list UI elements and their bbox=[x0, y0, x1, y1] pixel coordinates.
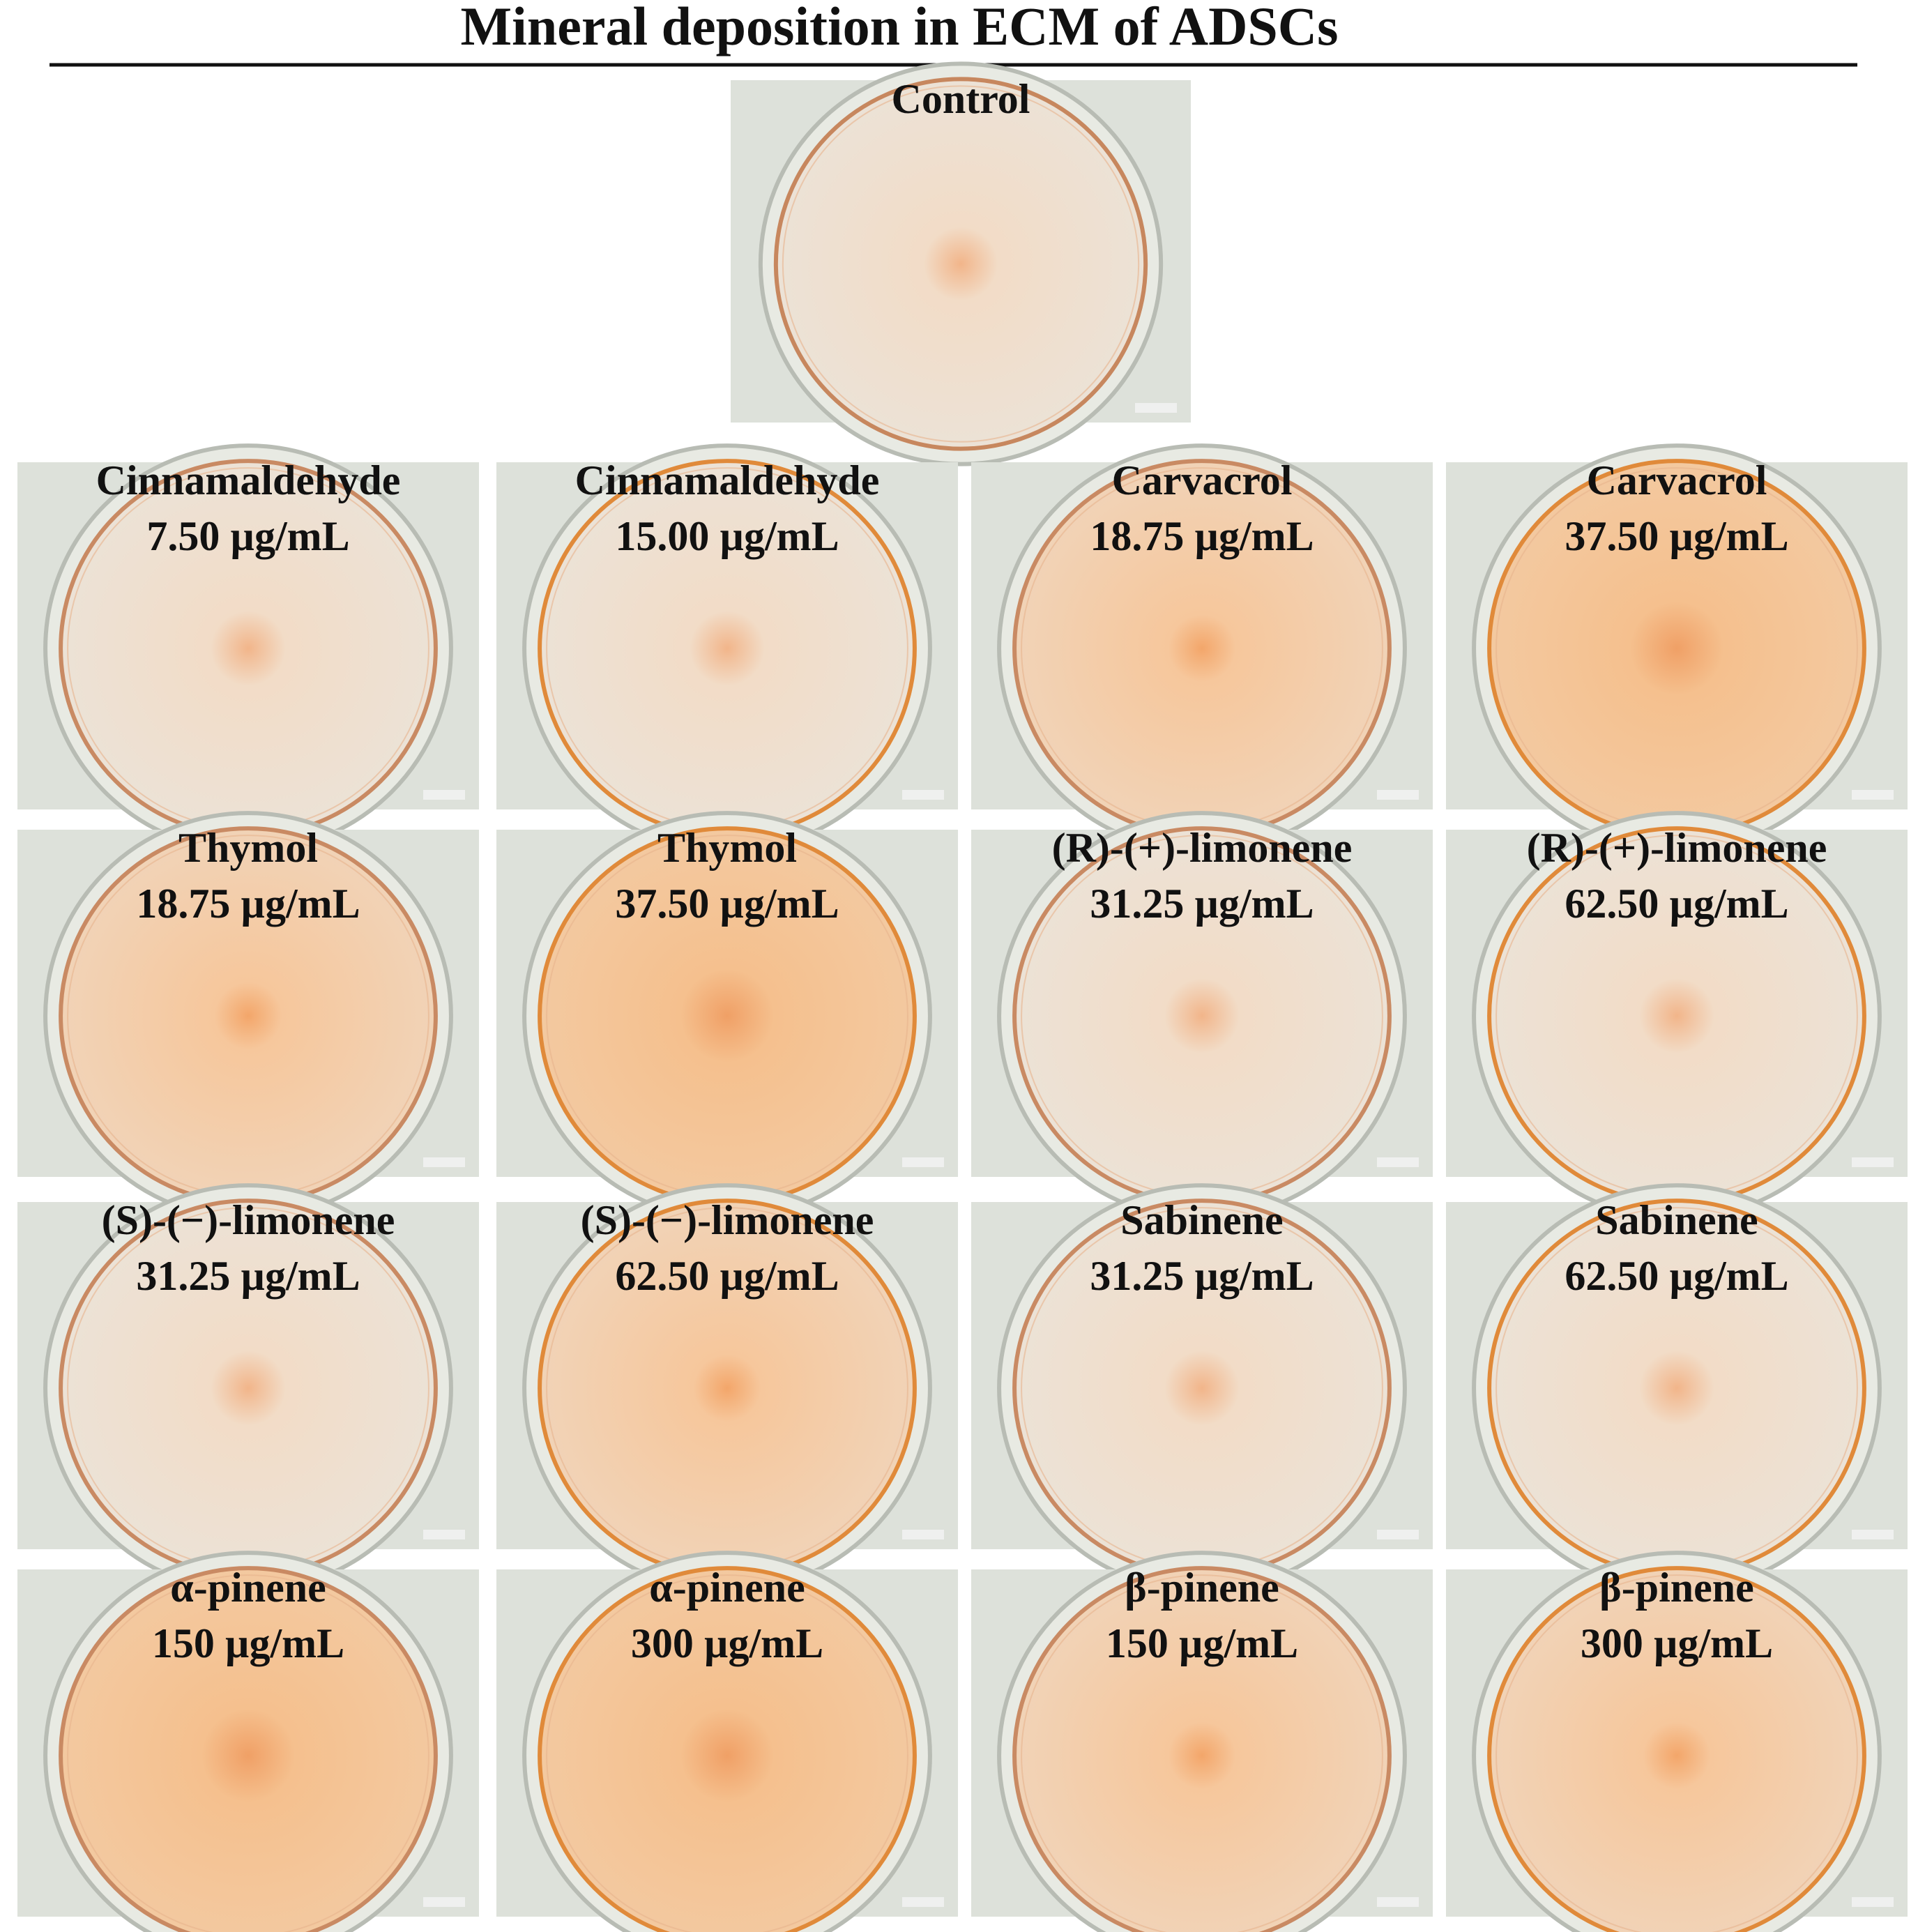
scale-bar bbox=[1852, 1530, 1894, 1539]
well-stain bbox=[773, 77, 1148, 451]
panel-label: Sabinene bbox=[1595, 1197, 1758, 1243]
panel-label: α-pinene bbox=[170, 1565, 326, 1611]
panel-label: Cinnamaldehyde bbox=[575, 457, 880, 503]
panel-label: Carvacrol bbox=[1587, 457, 1767, 503]
panel-label: (R)-(+)-limonene bbox=[1527, 825, 1827, 871]
panel-concentration: 31.25 µg/mL bbox=[1090, 1253, 1314, 1299]
panel-concentration: 31.25 µg/mL bbox=[136, 1253, 360, 1299]
well-stain bbox=[1487, 1566, 1866, 1932]
scale-bar bbox=[1135, 403, 1177, 413]
panel-concentration: 7.50 µg/mL bbox=[146, 513, 349, 559]
panel-concentration: 150 µg/mL bbox=[152, 1620, 344, 1666]
well-inner-rim bbox=[546, 1574, 908, 1932]
panel-label: β-pinene bbox=[1125, 1565, 1279, 1611]
panel-label: Thymol bbox=[657, 825, 797, 871]
panel-label: Cinnamaldehyde bbox=[96, 457, 401, 503]
panel-concentration: 300 µg/mL bbox=[1581, 1620, 1773, 1666]
panel-concentration: 37.50 µg/mL bbox=[615, 881, 839, 927]
scale-bar bbox=[902, 790, 944, 800]
panel-concentration: 15.00 µg/mL bbox=[615, 513, 839, 559]
scale-bar bbox=[423, 790, 465, 800]
scale-bar bbox=[1377, 1157, 1419, 1167]
well-stain bbox=[59, 1566, 438, 1932]
panel-concentration: 150 µg/mL bbox=[1106, 1620, 1298, 1666]
panel-concentration: 31.25 µg/mL bbox=[1090, 881, 1314, 927]
scale-bar bbox=[1852, 1897, 1894, 1907]
well-inner-rim bbox=[67, 1574, 429, 1932]
panel-concentration: 18.75 µg/mL bbox=[1090, 513, 1314, 559]
well-stain bbox=[538, 1566, 917, 1932]
panel-concentration: 18.75 µg/mL bbox=[136, 881, 360, 927]
panel-label: Carvacrol bbox=[1112, 457, 1293, 503]
well-stain bbox=[1012, 1566, 1392, 1932]
panel-label: (R)-(+)-limonene bbox=[1052, 825, 1353, 871]
scale-bar bbox=[1377, 1530, 1419, 1539]
well-inner-rim bbox=[1021, 1574, 1383, 1932]
panel-label: (S)-(−)-limonene bbox=[102, 1197, 395, 1243]
panel-concentration: 62.50 µg/mL bbox=[1565, 881, 1788, 927]
scale-bar bbox=[1852, 1157, 1894, 1167]
scale-bar bbox=[1852, 790, 1894, 800]
scale-bar bbox=[423, 1157, 465, 1167]
scale-bar bbox=[902, 1530, 944, 1539]
scale-bar bbox=[1377, 1897, 1419, 1907]
panel-label: Thymol bbox=[178, 825, 318, 871]
panel-concentration: 62.50 µg/mL bbox=[615, 1253, 839, 1299]
scale-bar bbox=[902, 1157, 944, 1167]
scale-bar bbox=[1377, 790, 1419, 800]
panel-label: Sabinene bbox=[1120, 1197, 1283, 1243]
panel-concentration: 300 µg/mL bbox=[631, 1620, 823, 1666]
well-inner-rim bbox=[1495, 1574, 1858, 1932]
scale-bar bbox=[423, 1530, 465, 1539]
panel-concentration: 62.50 µg/mL bbox=[1565, 1253, 1788, 1299]
panel-concentration: 37.50 µg/mL bbox=[1565, 513, 1788, 559]
well-inner-rim bbox=[782, 85, 1140, 443]
scale-bar bbox=[423, 1897, 465, 1907]
panel-label: β-pinene bbox=[1599, 1565, 1754, 1611]
scale-bar bbox=[902, 1897, 944, 1907]
figure-title: Mineral deposition in ECM of ADSCs bbox=[461, 0, 1339, 56]
panel-label: α-pinene bbox=[649, 1565, 805, 1611]
panel-label: Control bbox=[892, 76, 1030, 122]
panel-label: (S)-(−)-limonene bbox=[581, 1197, 874, 1243]
